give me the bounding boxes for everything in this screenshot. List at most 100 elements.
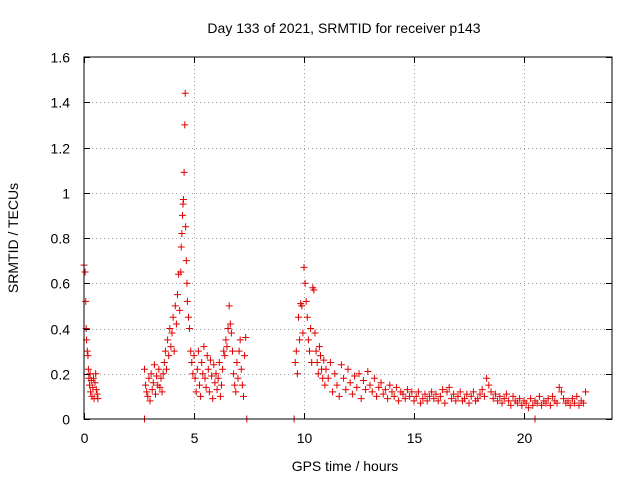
data-point: [507, 401, 515, 409]
data-point: [301, 279, 309, 287]
data-point: [315, 343, 323, 351]
y-tick-label: 0: [62, 412, 70, 428]
data-point: [302, 297, 310, 305]
data-point: [348, 390, 356, 398]
data-point: [187, 347, 195, 355]
x-tick-label: 20: [517, 430, 533, 446]
data-point: [164, 336, 172, 344]
data-point: [483, 374, 491, 382]
data-point: [152, 390, 159, 398]
data-point: [432, 390, 440, 398]
data-point: [209, 395, 217, 403]
x-tick-label: 10: [297, 430, 313, 446]
data-point: [157, 374, 165, 382]
data-point: [202, 383, 210, 391]
data-point: [183, 297, 191, 305]
data-point: [148, 386, 156, 394]
data-point: [313, 358, 321, 366]
data-point: [210, 361, 218, 369]
data-point: [149, 379, 157, 387]
x-tick-label: 0: [81, 430, 89, 446]
data-point: [505, 397, 513, 405]
data-point: [368, 388, 376, 396]
data-point: [498, 399, 506, 407]
data-point: [194, 347, 202, 355]
data-point: [204, 365, 212, 373]
data-point: [527, 395, 535, 403]
data-point: [183, 279, 191, 287]
data-point: [174, 291, 181, 299]
data-point: [311, 329, 319, 337]
y-tick-label: 1.2: [51, 141, 71, 157]
data-point: [176, 306, 184, 314]
data-point: [165, 352, 173, 360]
data-point: [91, 379, 99, 387]
data-point: [557, 388, 565, 396]
data-point: [412, 392, 420, 400]
data-point: [94, 395, 102, 403]
data-point: [141, 365, 148, 373]
data-point: [225, 302, 233, 310]
data-point: [310, 286, 318, 294]
data-point: [220, 347, 228, 355]
data-point: [476, 390, 484, 398]
data-point: [494, 397, 502, 405]
data-point: [229, 347, 236, 355]
data-point: [142, 381, 150, 389]
y-tick-label: 1.4: [51, 95, 71, 111]
data-point: [535, 392, 543, 400]
data-point: [218, 381, 225, 389]
data-point: [342, 386, 350, 394]
data-point: [542, 399, 550, 407]
data-point: [186, 325, 194, 332]
data-point: [92, 370, 100, 378]
data-point: [516, 395, 524, 403]
data-point: [450, 390, 458, 398]
data-point: [214, 374, 222, 382]
data-point: [192, 388, 200, 396]
data-point: [340, 374, 348, 382]
data-point: [166, 325, 174, 332]
data-point: [564, 397, 572, 405]
data-point: [155, 365, 163, 373]
data-point: [179, 196, 187, 204]
grid-lines: [84, 57, 612, 419]
data-point: [443, 388, 451, 396]
data-point: [351, 372, 359, 380]
data-point: [331, 370, 339, 378]
data-point: [147, 370, 155, 378]
data-point: [423, 397, 431, 405]
data-point: [566, 401, 574, 409]
data-point: [236, 336, 244, 344]
data-point: [216, 392, 224, 400]
y-axis-label: SRMTID / TECUs: [5, 183, 21, 293]
data-point: [93, 390, 101, 398]
data-point: [568, 395, 576, 403]
data-point: [238, 381, 246, 389]
data-point: [168, 329, 176, 337]
data-point: [454, 392, 462, 400]
data-point: [84, 352, 92, 360]
data-point: [320, 356, 328, 364]
data-point: [379, 390, 387, 398]
data-point: [575, 401, 583, 409]
data-point: [384, 395, 392, 403]
data-point: [430, 395, 438, 403]
data-point: [177, 268, 185, 276]
data-point: [388, 388, 396, 396]
data-point: [81, 268, 89, 276]
data-point: [436, 392, 444, 400]
y-tick-label: 0.6: [51, 276, 71, 292]
data-point: [191, 374, 199, 382]
data-point: [145, 374, 153, 382]
data-point: [306, 347, 313, 355]
data-point: [406, 392, 414, 400]
data-point: [212, 370, 220, 378]
data-point: [381, 386, 389, 394]
x-tick-labels: 0 5 10 15 20: [81, 430, 533, 446]
data-point: [355, 370, 363, 378]
data-point: [392, 383, 400, 391]
data-point: [222, 336, 230, 344]
data-point: [89, 374, 97, 382]
